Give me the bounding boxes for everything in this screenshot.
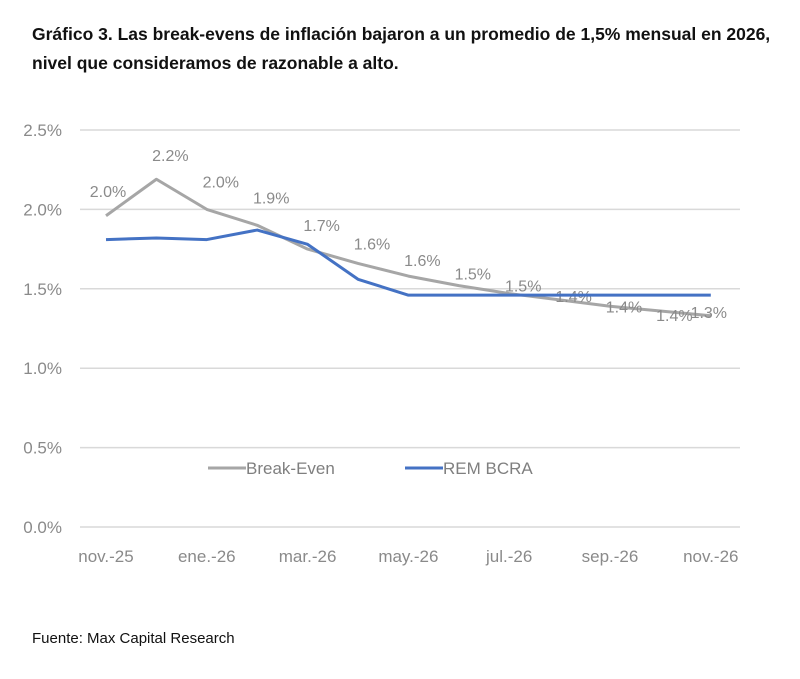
x-tick-label: mar.-26	[279, 547, 337, 566]
data-label: 1.5%	[505, 279, 541, 296]
data-label: 1.7%	[303, 218, 339, 235]
source-note: Fuente: Max Capital Research	[32, 630, 235, 647]
series-line-break-even	[105, 177, 711, 318]
y-tick-label: 2.0%	[23, 200, 62, 219]
legend-label: Break-Even	[246, 459, 335, 478]
x-tick-label: sep.-26	[582, 547, 639, 566]
x-tick-label: nov.-25	[78, 547, 133, 566]
data-label: 1.5%	[455, 267, 491, 284]
data-label: 1.4%	[656, 308, 692, 325]
data-label: 2.2%	[152, 148, 188, 165]
data-label: 2.0%	[90, 184, 126, 201]
y-tick-label: 1.5%	[23, 280, 62, 299]
y-tick-label: 0.5%	[23, 439, 62, 458]
data-label: 1.6%	[404, 253, 440, 270]
data-label: 1.6%	[354, 236, 390, 253]
data-label: 2.0%	[203, 174, 239, 191]
x-tick-label: jul.-26	[485, 547, 532, 566]
legend-label: REM BCRA	[443, 459, 533, 478]
chart-title: Gráfico 3. Las break-evens de inflación …	[32, 24, 771, 73]
data-label: 1.4%	[555, 289, 591, 306]
y-tick-label: 0.0%	[23, 518, 62, 537]
data-label: 1.4%	[606, 299, 642, 316]
series-line-rem-bcra	[105, 228, 711, 297]
y-tick-label: 1.0%	[23, 359, 62, 378]
y-tick-label: 2.5%	[23, 121, 62, 140]
x-tick-label: nov.-26	[683, 547, 738, 566]
x-tick-label: ene.-26	[178, 547, 236, 566]
data-label: 1.3%	[691, 305, 727, 322]
data-label: 1.9%	[253, 190, 289, 207]
x-tick-label: may.-26	[378, 547, 438, 566]
